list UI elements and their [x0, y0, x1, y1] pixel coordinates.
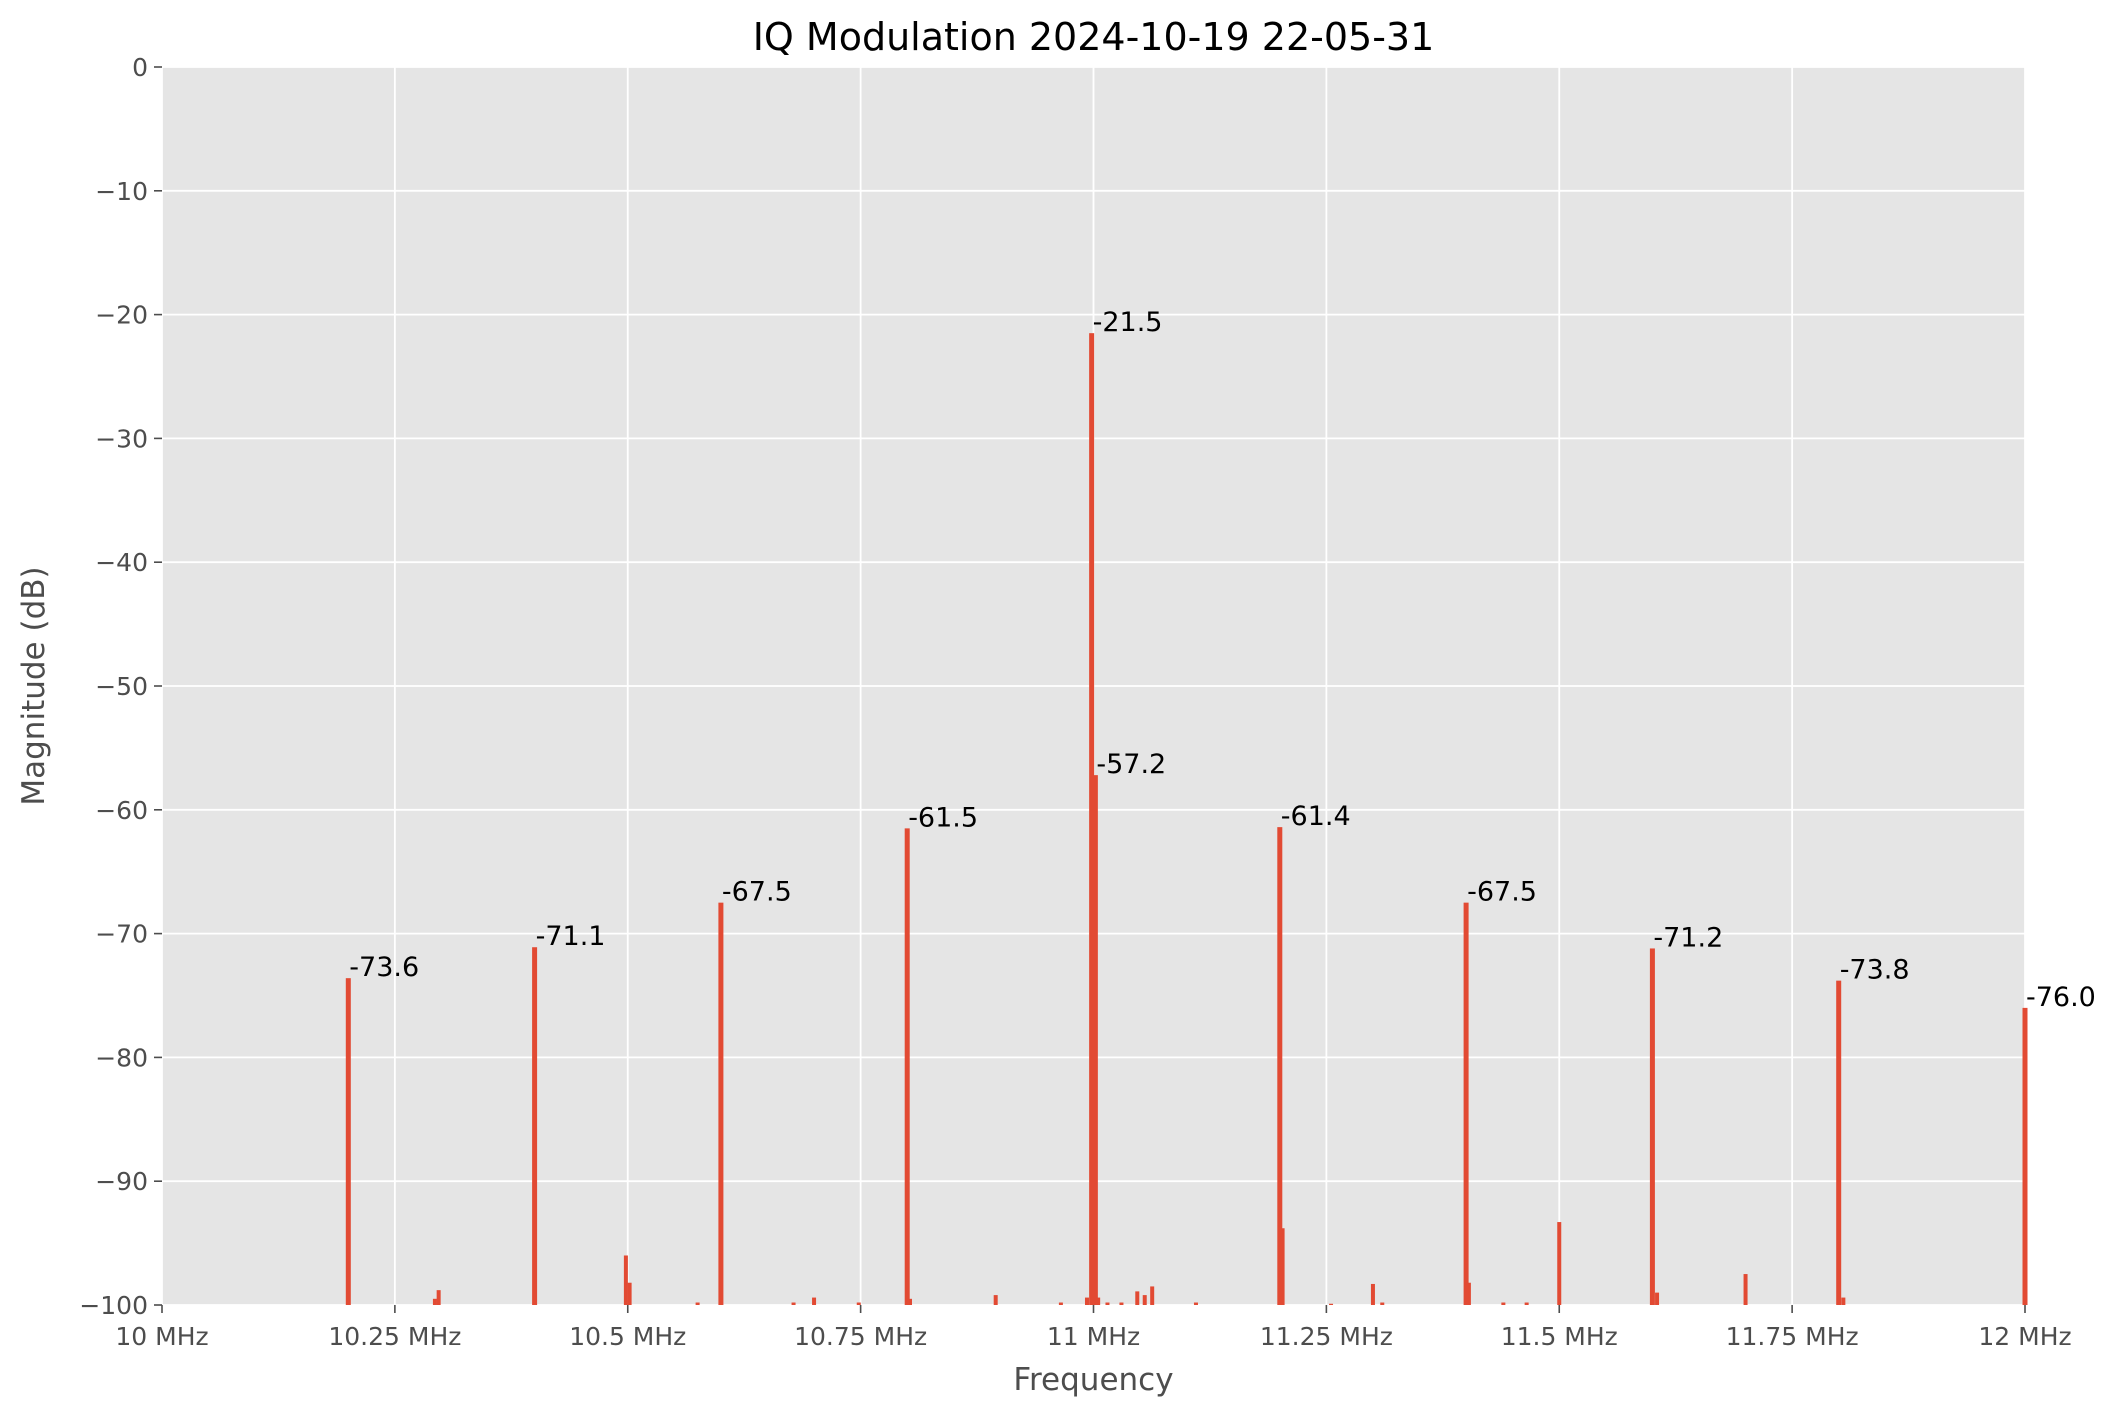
minor-component-bar	[1096, 1297, 1101, 1305]
peak-label: -73.6	[349, 952, 419, 983]
minor-component-bar	[627, 1282, 632, 1305]
minor-component-bar	[1142, 1295, 1147, 1305]
y-tick-label: −20	[95, 301, 148, 330]
peak-label: -61.4	[1281, 801, 1351, 832]
peak-bar	[1277, 827, 1283, 1305]
x-tick-label: 10.25 MHz	[328, 1322, 461, 1351]
minor-component-bar	[907, 1298, 912, 1305]
minor-component-bar	[1280, 1228, 1285, 1305]
y-tick-label: −50	[95, 672, 148, 701]
minor-component-bar	[1193, 1302, 1198, 1305]
x-axis-label: Frequency	[1013, 1362, 1173, 1398]
minor-component-bar	[812, 1297, 817, 1305]
minor-component-bar	[791, 1302, 796, 1305]
minor-component-bar	[1058, 1302, 1063, 1305]
peak-bars	[345, 333, 2028, 1305]
peak-bar	[2022, 1007, 2028, 1305]
minor-components	[432, 1222, 1846, 1305]
minor-component-bar	[1466, 1282, 1471, 1305]
minor-component-bar	[1329, 1303, 1334, 1305]
y-tick-label: −90	[95, 1167, 148, 1196]
peak-label: -57.2	[1096, 749, 1166, 780]
y-tick-label: −30	[95, 424, 148, 453]
peak-label: -71.1	[536, 921, 606, 952]
x-axis: 10 MHz 10.25 MHz 10.5 MHz 10.75 MHz 11 MHz 11…	[115, 1305, 2072, 1351]
y-tick-label: −60	[95, 796, 148, 825]
y-axis: 0 −10 −20 −30 −40 −50 −60 −70 −80 −90 −100	[79, 53, 162, 1320]
peak-label: -71.2	[1653, 922, 1723, 953]
y-tick-label: −70	[95, 920, 148, 949]
peak-label: -21.5	[1093, 307, 1163, 338]
x-tick-label: 12 MHz	[1978, 1322, 2071, 1351]
x-tick-label: 11.5 MHz	[1501, 1322, 1618, 1351]
minor-component-bar	[1105, 1302, 1110, 1305]
x-tick-label: 10.75 MHz	[794, 1322, 927, 1351]
peak-label: -67.5	[722, 877, 792, 908]
peak-label: -73.8	[1840, 955, 1910, 986]
peak-label: -61.5	[908, 802, 978, 833]
x-tick-label: 10.5 MHz	[569, 1322, 686, 1351]
minor-component-bar	[623, 1255, 628, 1305]
minor-component-bar	[436, 1290, 441, 1305]
minor-component-bar	[1380, 1302, 1385, 1305]
peak-label: -67.5	[1467, 877, 1537, 908]
minor-component-bar	[1150, 1286, 1155, 1305]
y-axis-label: Magnitude (dB)	[16, 566, 52, 805]
x-tick-label: 10 MHz	[115, 1322, 208, 1351]
minor-component-bar	[1841, 1297, 1846, 1305]
minor-component-bar	[1501, 1302, 1506, 1305]
peak-bar	[1463, 902, 1469, 1305]
y-tick-label: −10	[95, 177, 148, 206]
peak-bar	[904, 828, 910, 1305]
peak-bar	[1089, 333, 1095, 1305]
peak-bar	[1649, 948, 1655, 1305]
peak-bar	[718, 902, 724, 1305]
peak-bar	[345, 978, 351, 1305]
minor-component-bar	[993, 1295, 998, 1305]
peak-bar	[1092, 775, 1098, 1305]
minor-component-bar	[1557, 1222, 1562, 1305]
x-tick-label: 11.25 MHz	[1260, 1322, 1393, 1351]
peak-labels: -73.6 -71.1 -67.5 -61.5 -21.5 -57.2 -61.4 -67.5…	[349, 307, 2096, 1013]
y-tick-label: −80	[95, 1043, 148, 1072]
x-tick-label: 11.75 MHz	[1726, 1322, 1859, 1351]
chart-title: IQ Modulation 2024-10-19 22-05-31	[753, 15, 1435, 59]
x-tick-label: 11 MHz	[1047, 1322, 1140, 1351]
y-tick-label: −40	[95, 548, 148, 577]
minor-component-bar	[1084, 1297, 1089, 1305]
minor-component-bar	[1370, 1283, 1375, 1305]
peak-bar	[532, 947, 538, 1305]
minor-component-bar	[432, 1298, 437, 1305]
peak-bar	[1836, 980, 1842, 1305]
y-tick-label: 0	[132, 53, 148, 82]
minor-component-bar	[856, 1302, 861, 1305]
minor-component-bar	[1743, 1274, 1748, 1305]
minor-component-bar	[1655, 1292, 1660, 1305]
minor-component-bar	[695, 1302, 700, 1305]
y-tick-label: −100	[79, 1291, 148, 1320]
minor-component-bar	[1119, 1302, 1124, 1305]
minor-component-bar	[1524, 1302, 1529, 1305]
peak-label: -76.0	[2026, 982, 2096, 1013]
minor-component-bar	[1135, 1291, 1140, 1305]
